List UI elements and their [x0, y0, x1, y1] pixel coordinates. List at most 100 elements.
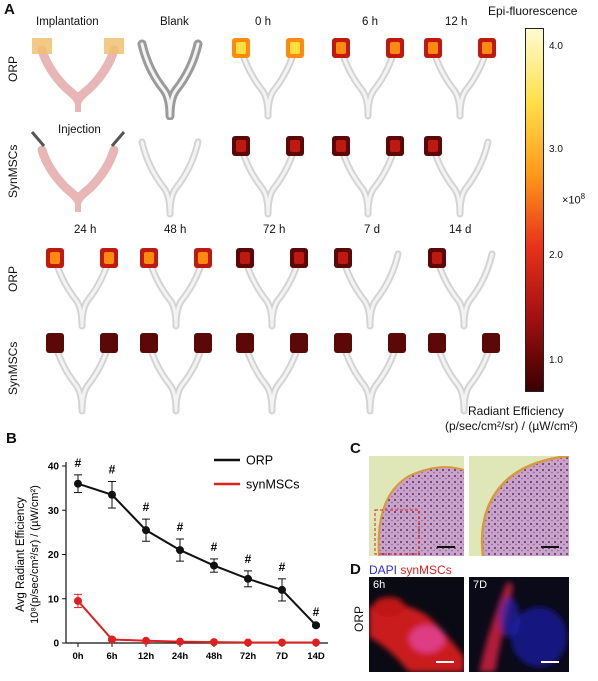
implantation-schematic — [32, 38, 124, 112]
colorbar-multiplier: ×108 — [562, 192, 586, 207]
uterus-image — [138, 138, 202, 218]
x-tick-label: 6h — [106, 651, 117, 662]
colorbar-tick-4: 4.0 — [549, 41, 563, 52]
significance-marker: # — [177, 520, 184, 534]
injection-label: Injection — [58, 124, 101, 136]
x-tick-label: 7D — [276, 651, 288, 662]
uterus-image — [334, 333, 406, 415]
data-point-orp — [142, 526, 150, 535]
stain-syn-label: synMSCs — [400, 563, 452, 577]
col-label-blank: Blank — [160, 16, 189, 28]
data-point-orp — [176, 546, 184, 555]
col-label-0h: 0 h — [255, 16, 271, 28]
significance-marker: # — [109, 462, 116, 476]
x-tick-label: 12h — [138, 651, 155, 662]
x-tick-label: 24h — [172, 651, 189, 662]
significance-marker: # — [279, 560, 286, 574]
y-tick-label: 0 — [53, 639, 59, 650]
significance-marker: # — [211, 540, 218, 554]
panel-c-letter: C — [350, 440, 361, 457]
colorbar-tick-1: 1.0 — [549, 355, 563, 366]
data-point-orp — [210, 561, 218, 570]
data-point-orp — [312, 621, 320, 630]
y-tick-label: 40 — [48, 462, 60, 473]
colorbar-title: Epi-fluorescence — [488, 4, 578, 18]
uterus-image — [332, 38, 404, 120]
data-point-orp — [244, 574, 252, 583]
uterus-image — [424, 38, 496, 120]
row-label-orp-1: ORP — [6, 55, 20, 82]
data-point-orp — [108, 490, 116, 499]
data-point-synmscs — [108, 635, 116, 644]
uterus-image — [46, 333, 118, 415]
fluorescence-image-7d — [469, 577, 569, 672]
col-label-12h: 12 h — [445, 16, 468, 28]
x-tick-label: 0h — [72, 651, 83, 662]
row-label-synmscs-1: SynMSCs — [6, 144, 20, 198]
y-axis-label: Avg Radiant Efficiency — [15, 497, 27, 612]
data-point-synmscs — [142, 636, 150, 645]
x-tick-label: 14D — [307, 651, 325, 662]
uterus-image — [46, 248, 118, 330]
uterus-image — [140, 333, 212, 415]
significance-marker: # — [313, 605, 320, 619]
stain-dapi-label: DAPI — [369, 563, 398, 577]
significance-marker: # — [143, 500, 150, 514]
uterus-image — [332, 136, 404, 218]
panel-a-letter: A — [4, 1, 15, 18]
x-tick-label: 48h — [206, 651, 223, 662]
x-tick-label: 72h — [240, 651, 257, 662]
row-label-orp-2: ORP — [6, 265, 20, 292]
uterus-image — [232, 38, 304, 120]
y-tick-label: 20 — [48, 550, 60, 561]
image-label-7d: 7D — [473, 579, 488, 591]
row-label-synmscs-2: SynMSCs — [6, 341, 20, 395]
histology-overview-image — [369, 456, 464, 556]
significance-marker: # — [75, 456, 82, 470]
col-label-48h: 48 h — [164, 224, 187, 236]
colorbar-unit-1: Radiant Efficiency — [468, 404, 564, 418]
col-label-14d: 14 d — [449, 224, 472, 236]
uterus-image — [236, 333, 308, 415]
y-tick-label: 30 — [48, 506, 60, 517]
legend-label-orp: ORP — [246, 454, 273, 468]
injection-schematic — [30, 131, 126, 212]
colorbar-tick-3: 3.0 — [549, 144, 563, 155]
uterus-image — [140, 248, 212, 330]
col-label-implantation: Implantation — [36, 16, 99, 28]
image-label-6h: 6h — [373, 579, 386, 591]
col-label-7d: 7 d — [364, 224, 380, 236]
uterus-image — [236, 248, 308, 330]
data-point-synmscs — [244, 638, 252, 647]
y-axis-label-units: 10⁸(p/sec/cm²/sr) / (µW/cm²) — [29, 485, 41, 624]
panel-d-letter: D — [350, 561, 361, 578]
colorbar-unit-2: (p/sec/cm²/sr) / (µW/cm²) — [445, 419, 578, 433]
radiant-efficiency-chart: 0 10 20 30 40 0h 6h 12h 24h 48h 72h 7D 14D Avg Radian… — [15, 454, 328, 662]
significance-marker: # — [245, 552, 252, 566]
uterus-image — [137, 39, 203, 120]
data-point-synmscs — [312, 638, 320, 647]
uterus-image — [232, 136, 304, 218]
histology-zoom-image — [469, 456, 569, 556]
panel-d-row-label: ORP — [352, 605, 366, 632]
col-label-72h: 72 h — [263, 224, 286, 236]
uterus-image — [428, 248, 496, 330]
series-line-synmscs — [77, 600, 316, 644]
col-label-24h: 24 h — [74, 224, 97, 236]
data-point-orp — [74, 479, 82, 488]
uterus-image — [334, 248, 402, 330]
colorbar — [525, 28, 544, 392]
data-point-synmscs — [278, 638, 286, 647]
y-tick-label: 10 — [48, 594, 60, 605]
stain-legend: DAPI synMSCs — [369, 563, 452, 577]
fluorescence-image-6h — [369, 577, 464, 672]
data-point-synmscs — [74, 596, 82, 605]
legend-label-synmscs: synMSCs — [246, 478, 299, 492]
series-line-orp — [77, 482, 317, 626]
panel-b-letter: B — [6, 430, 17, 447]
uterus-image — [424, 136, 492, 218]
col-label-6h: 6 h — [362, 16, 378, 28]
data-point-synmscs — [210, 638, 218, 647]
colorbar-tick-2: 2.0 — [549, 250, 563, 261]
uterus-image — [428, 333, 500, 415]
